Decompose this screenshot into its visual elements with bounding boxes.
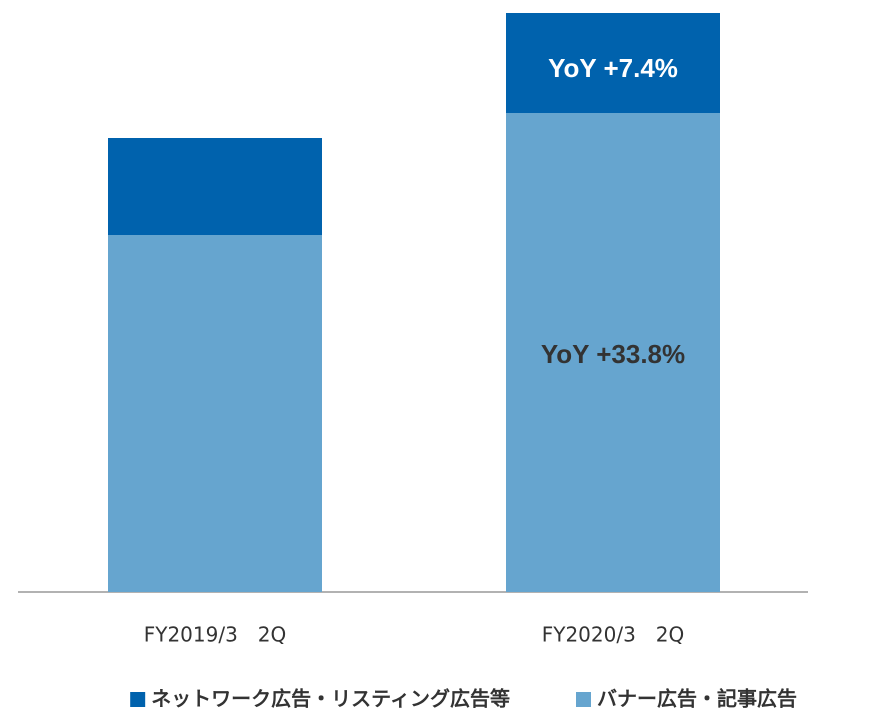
bar-segment: [108, 138, 322, 235]
bars: [108, 13, 720, 592]
legend-label: ネットワーク広告・リスティング広告等: [151, 687, 510, 711]
bar-segment: [506, 13, 720, 113]
x-tick-label: FY2019/3 2Q: [144, 623, 287, 647]
annotation: YoY +7.4%: [548, 53, 678, 83]
bar-segment: [506, 113, 720, 592]
legend-label: バナー広告・記事広告: [597, 687, 797, 711]
legend-swatch: [130, 692, 146, 707]
x-tick-label: FY2020/3 2Q: [542, 623, 685, 647]
bar-segment: [108, 235, 322, 592]
legend-swatch: [576, 692, 591, 707]
annotation: YoY +33.8%: [541, 339, 685, 369]
